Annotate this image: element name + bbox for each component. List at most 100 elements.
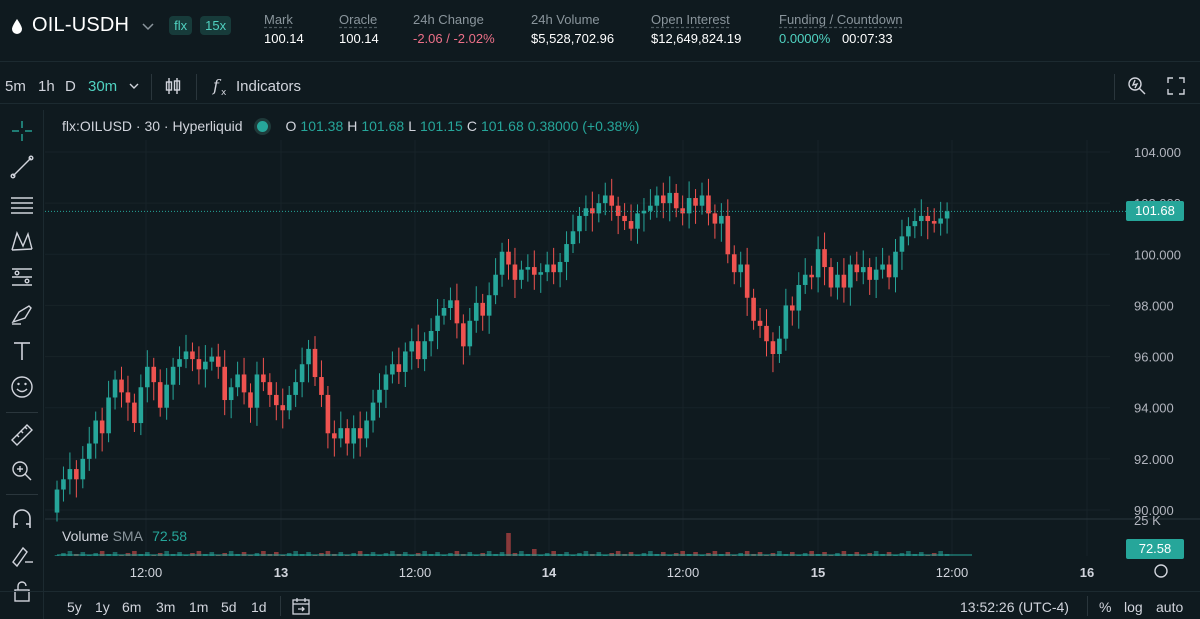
volume-bar xyxy=(848,554,853,556)
volume-bar xyxy=(390,551,395,556)
volume-bar xyxy=(519,551,524,556)
timeframe-chevron-icon[interactable] xyxy=(128,80,140,92)
candle-body xyxy=(757,320,763,326)
log-toggle[interactable]: log xyxy=(1124,599,1143,615)
volume-bar xyxy=(938,551,943,556)
candle-body xyxy=(377,389,382,403)
legend-open: 101.38 xyxy=(300,118,344,134)
volume-bar xyxy=(712,551,718,556)
candle-body xyxy=(654,195,660,206)
volume-bar xyxy=(177,552,182,556)
candle-body xyxy=(738,264,743,273)
candle-body xyxy=(841,274,847,288)
range-5y[interactable]: 5y xyxy=(67,599,82,615)
volume-bar xyxy=(241,552,247,556)
price-axis-label: 104.000 xyxy=(1134,145,1181,160)
candle-body xyxy=(925,215,931,222)
volume-bar xyxy=(635,555,640,556)
price-axis-label: 98.000 xyxy=(1134,298,1174,313)
indicators-button[interactable]: Indicators xyxy=(236,78,302,95)
volume-bar xyxy=(538,555,544,556)
timeframe-30m[interactable]: 30m xyxy=(88,78,118,95)
candle-body xyxy=(86,443,92,459)
chevron-down-icon[interactable] xyxy=(141,19,155,33)
range-3m[interactable]: 3m xyxy=(156,599,176,615)
timeframe-d[interactable]: D xyxy=(65,78,76,95)
candle-body xyxy=(332,433,337,439)
percent-toggle[interactable]: % xyxy=(1099,599,1112,615)
candle-body xyxy=(506,251,511,265)
candle-body xyxy=(454,300,460,324)
candle-body xyxy=(467,320,473,347)
volume-bar xyxy=(325,551,331,556)
volume-bar xyxy=(667,555,673,556)
range-1m[interactable]: 1m xyxy=(189,599,209,615)
volume-bar xyxy=(809,551,814,556)
volume-bar xyxy=(654,554,660,556)
candle-body xyxy=(351,428,356,444)
toolbar-divider xyxy=(196,74,197,100)
ruler-icon[interactable] xyxy=(9,422,35,448)
volume-bar xyxy=(106,554,111,556)
range-1d[interactable]: 1d xyxy=(251,599,267,615)
candle-body xyxy=(74,469,79,480)
volume-bar xyxy=(293,551,298,556)
timeframe-1h[interactable]: 1h xyxy=(38,78,55,95)
candle-body xyxy=(667,192,673,204)
text-tool-icon[interactable] xyxy=(9,338,35,364)
go-to-date-icon[interactable] xyxy=(291,596,311,616)
range-5d[interactable]: 5d xyxy=(221,599,237,615)
timeframe-5m[interactable]: 5m xyxy=(5,78,26,95)
pair-selector[interactable]: OIL-USDH flx 15x xyxy=(10,14,232,37)
volume-bar xyxy=(493,554,498,556)
candle-body xyxy=(286,394,292,411)
prediction-icon[interactable] xyxy=(9,264,35,290)
magnet-icon[interactable] xyxy=(9,506,35,532)
lock-icon[interactable] xyxy=(9,578,35,604)
candle-body xyxy=(648,205,653,211)
range-1y[interactable]: 1y xyxy=(95,599,110,615)
volume-bar xyxy=(228,551,234,556)
fullscreen-icon[interactable] xyxy=(1165,75,1187,97)
pattern-icon[interactable] xyxy=(9,228,35,254)
trend-line-icon[interactable] xyxy=(9,154,35,180)
crosshair-icon[interactable] xyxy=(9,118,35,144)
candle-body xyxy=(693,198,698,206)
volume-bar xyxy=(744,551,750,556)
time-axis-label: 14 xyxy=(542,565,557,580)
candle-body xyxy=(886,264,892,278)
quick-search-icon[interactable] xyxy=(1126,75,1148,97)
candle-body xyxy=(241,374,247,393)
range-6m[interactable]: 6m xyxy=(122,599,142,615)
volume-bar xyxy=(486,551,492,556)
candle-body xyxy=(235,374,240,388)
volume-bar xyxy=(944,554,950,556)
lock-drawing-icon[interactable] xyxy=(9,542,35,568)
candle-body xyxy=(364,420,369,439)
volume-bar xyxy=(370,552,376,556)
candles-icon[interactable] xyxy=(162,75,184,97)
zoom-in-icon[interactable] xyxy=(9,458,35,484)
candle-body xyxy=(860,267,866,273)
volume-bar xyxy=(461,554,466,556)
emoji-icon[interactable] xyxy=(9,374,35,400)
clock-display[interactable]: 13:52:26 (UTC-4) xyxy=(960,599,1069,615)
price-axis-label: 94.000 xyxy=(1134,401,1174,416)
candle-body xyxy=(557,261,563,273)
candle-body xyxy=(325,394,331,434)
pair-name: OIL-USDH xyxy=(32,14,130,36)
candle-body xyxy=(357,428,363,439)
volume-bar xyxy=(454,551,460,556)
candle-body xyxy=(906,226,911,237)
volume-bar xyxy=(551,551,556,556)
horizontal-lines-icon[interactable] xyxy=(9,192,35,218)
candle-body xyxy=(615,205,621,216)
auto-toggle[interactable]: auto xyxy=(1156,599,1184,615)
volume-bar xyxy=(841,551,847,556)
candle-body xyxy=(132,402,137,424)
brush-icon[interactable] xyxy=(9,302,35,328)
volume-bar xyxy=(377,555,382,556)
volume-bar xyxy=(119,555,124,556)
volume-bar xyxy=(570,555,576,556)
